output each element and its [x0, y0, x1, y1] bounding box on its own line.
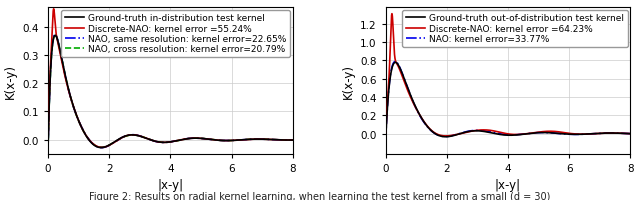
Legend: Ground-truth out-of-distribution test kernel, Discrete-NAO: kernel error =64.23%: Ground-truth out-of-distribution test ke… [402, 11, 628, 47]
Y-axis label: K(x-y): K(x-y) [4, 64, 17, 98]
Legend: Ground-truth in-distribution test kernel, Discrete-NAO: kernel error =55.24%, NA: Ground-truth in-distribution test kernel… [61, 11, 290, 58]
X-axis label: |x-y|: |x-y| [495, 178, 521, 191]
Text: Figure 2: Results on radial kernel learning, when learning the test kernel from : Figure 2: Results on radial kernel learn… [90, 191, 550, 200]
Y-axis label: K(x-y): K(x-y) [342, 64, 355, 98]
X-axis label: |x-y|: |x-y| [157, 178, 184, 191]
